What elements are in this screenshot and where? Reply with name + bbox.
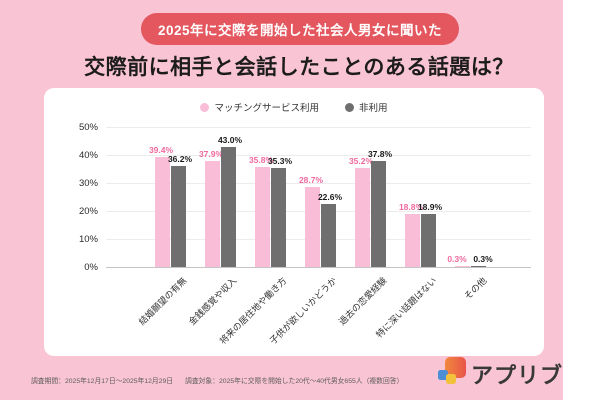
legend-dot-icon xyxy=(345,102,354,112)
x-axis-category-label: 結婚願望の有無 xyxy=(136,275,189,328)
bar-non-user xyxy=(370,161,386,267)
bar-non-user xyxy=(320,203,336,267)
x-axis-category-label: 過去の恋愛経験 xyxy=(336,275,389,328)
bar-matching-service xyxy=(204,160,220,267)
value-label: 18.9% xyxy=(417,202,443,213)
bar-matching-service xyxy=(254,166,270,267)
bar-non-user xyxy=(420,214,436,267)
bar-non-user xyxy=(220,146,236,267)
x-axis-category-label: その他 xyxy=(462,275,489,302)
y-axis-tick: 10% xyxy=(78,234,98,245)
value-label: 18.8% xyxy=(398,202,424,213)
y-axis-tick: 50% xyxy=(78,122,98,133)
brand-name: アプリブ xyxy=(471,362,564,388)
value-label: 28.7% xyxy=(298,174,324,185)
survey-note: 調査期間：2025年12月17日～2025年12月29日 調査対象：2025年に交… xyxy=(31,375,415,385)
bar-matching-service xyxy=(154,156,170,267)
legend-dot-icon xyxy=(200,102,210,112)
plot-area: 0% 10% 20% 30% 40% 50% 39.4% 36.2% 結婚願望の有無 37.9% 4… xyxy=(79,122,531,346)
gridline xyxy=(106,127,531,128)
right-margin xyxy=(563,0,600,400)
bar-non-user xyxy=(470,266,486,267)
banner-badge: 2025年に交際を開始した社会人男女に聞いた xyxy=(140,13,460,45)
legend-item: 非利用 xyxy=(345,100,388,114)
survey-period: 調査期間：2025年12月17日～2025年12月29日 xyxy=(31,378,174,385)
value-label: 35.8% xyxy=(248,154,274,165)
y-axis-tick: 30% xyxy=(78,178,98,189)
y-axis-tick: 40% xyxy=(78,150,98,161)
x-axis-category-label: 金銭感覚や収入 xyxy=(186,275,239,328)
page-title: 交際前に相手と会話したことのある話題は？ xyxy=(84,56,514,79)
value-label: 35.3% xyxy=(267,156,293,167)
legend-label: 非利用 xyxy=(359,103,388,114)
chart-card: マッチングサービス利用 非利用 0% 10% 20% 30% 40% 50% 39.4% 36.… xyxy=(44,88,544,356)
value-label: 35.2% xyxy=(348,156,374,167)
bar-matching-service xyxy=(404,214,420,267)
y-axis-tick: 20% xyxy=(78,206,98,217)
brand-logo: アプリブ xyxy=(437,355,563,392)
survey-target: 調査対象：2025年に交際を開始した20代～40代男女655人（複数回答） xyxy=(185,378,404,385)
gridline xyxy=(106,155,531,156)
value-label: 43.0% xyxy=(217,134,243,145)
value-label: 37.9% xyxy=(198,148,224,159)
value-label: 22.6% xyxy=(317,191,343,202)
chart-legend: マッチングサービス利用 非利用 xyxy=(44,100,544,114)
value-label: 0.3% xyxy=(473,254,493,264)
gridline xyxy=(106,183,531,184)
bar-non-user xyxy=(170,165,186,267)
bar-non-user xyxy=(270,168,286,267)
value-label: 0.3% xyxy=(447,254,467,264)
legend-label: マッチングサービス利用 xyxy=(214,103,319,114)
value-label: 37.8% xyxy=(367,149,393,160)
bar-matching-service xyxy=(304,186,320,267)
value-label: 36.2% xyxy=(167,153,193,164)
bar-matching-service xyxy=(454,266,470,267)
y-axis-tick: 0% xyxy=(84,262,98,273)
value-label: 39.4% xyxy=(148,144,174,155)
gridline xyxy=(106,267,531,268)
bar-matching-service xyxy=(354,168,370,267)
legend-item: マッチングサービス利用 xyxy=(200,100,319,114)
app-logo-icon xyxy=(437,355,467,392)
